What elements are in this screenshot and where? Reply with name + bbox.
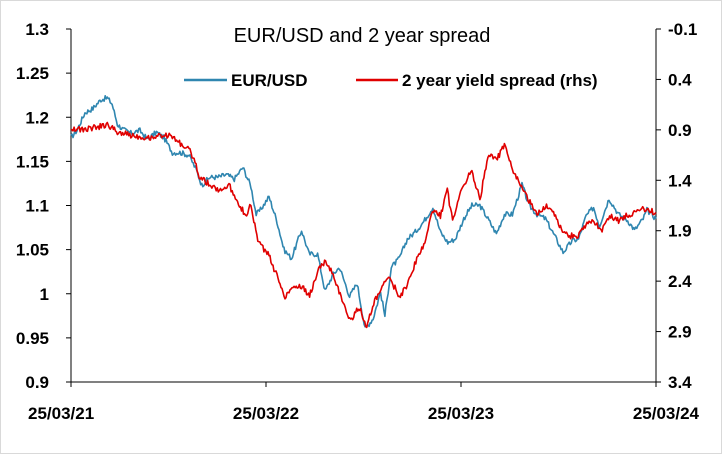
left-tick-label: 1 bbox=[40, 285, 49, 304]
legend-label-eurusd: EUR/USD bbox=[231, 71, 308, 90]
right-tick-label: 1.9 bbox=[668, 222, 692, 241]
right-tick-label: 0.9 bbox=[668, 121, 692, 140]
series-layer bbox=[70, 95, 657, 329]
x-tick-label: 25/03/22 bbox=[233, 404, 299, 423]
x-tick-label: 25/03/24 bbox=[633, 404, 700, 423]
right-tick-label: 2.9 bbox=[668, 323, 692, 342]
x-tick-label: 25/03/21 bbox=[28, 404, 94, 423]
left-tick-label: 0.95 bbox=[16, 329, 49, 348]
left-tick-label: 1.05 bbox=[16, 241, 49, 260]
left-tick-label: 1.2 bbox=[25, 108, 49, 127]
right-tick-label: 2.4 bbox=[668, 272, 692, 291]
series-line-spread bbox=[70, 121, 657, 329]
left-tick-label: 0.9 bbox=[25, 373, 49, 392]
left-tick-label: 1.3 bbox=[25, 20, 49, 39]
right-tick-label: -0.1 bbox=[668, 20, 697, 39]
left-tick-label: 1.15 bbox=[16, 152, 49, 171]
legend: EUR/USD 2 year yield spread (rhs) bbox=[184, 71, 598, 90]
left-tick-label: 1.25 bbox=[16, 64, 49, 83]
axes: 1.3 1.25 1.2 1.15 1.1 1.05 1 0.95 0.9 -0.1 0.4 0.9 1… bbox=[16, 20, 700, 423]
right-tick-label: 0.4 bbox=[668, 70, 692, 89]
right-tick-label: 3.4 bbox=[668, 373, 692, 392]
chart-title: EUR/USD and 2 year spread bbox=[234, 25, 491, 47]
x-tick-label: 25/03/23 bbox=[428, 404, 494, 423]
series-line-eurusd bbox=[70, 95, 657, 328]
legend-label-spread: 2 year yield spread (rhs) bbox=[402, 71, 598, 90]
left-tick-label: 1.1 bbox=[25, 197, 49, 216]
right-tick-label: 1.4 bbox=[668, 171, 692, 190]
